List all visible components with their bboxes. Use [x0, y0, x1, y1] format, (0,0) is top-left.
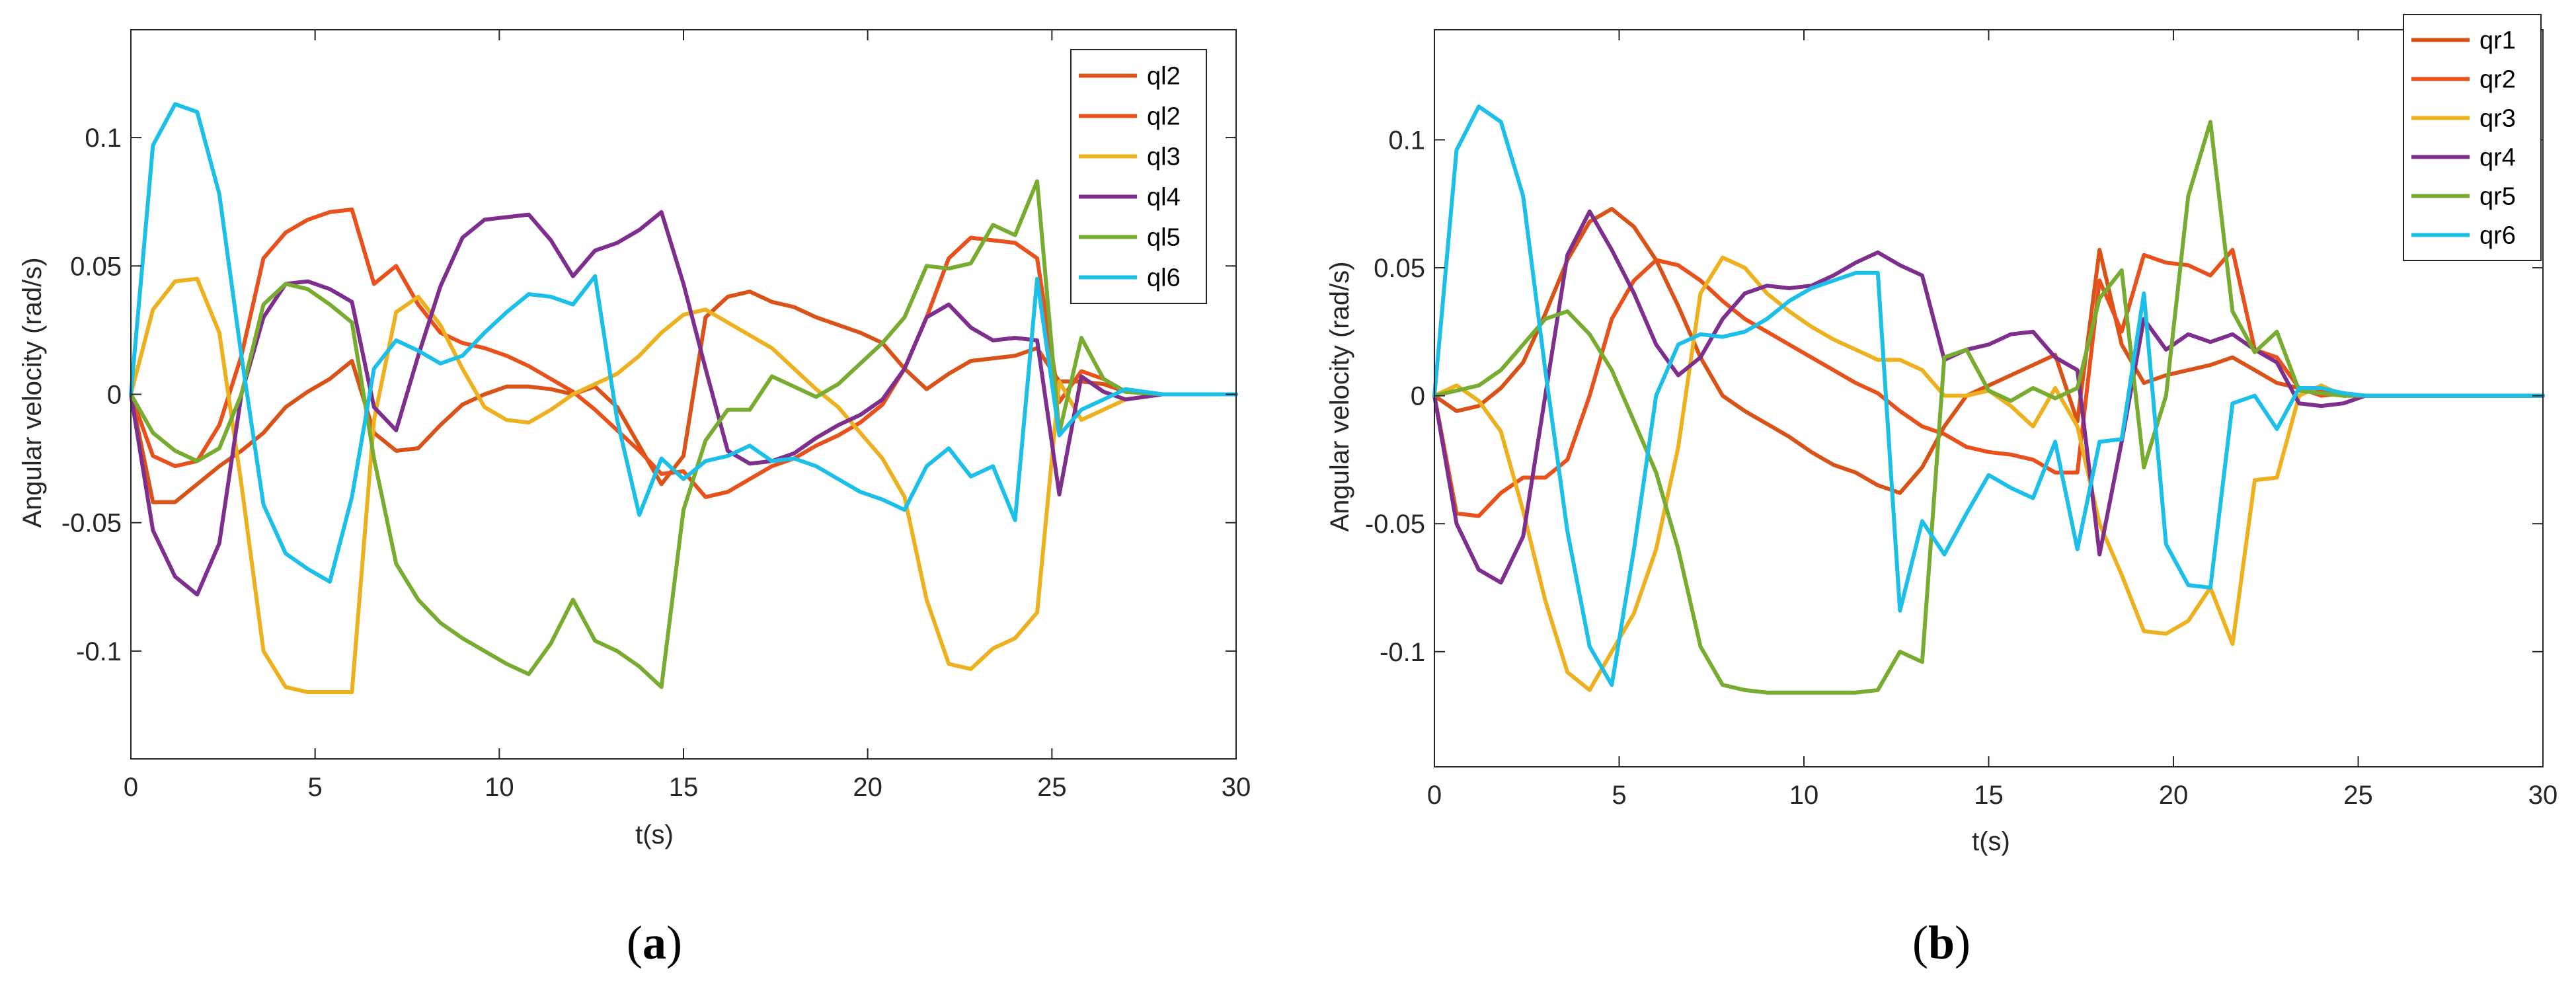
panel-a-legend-label-0: ql2 [1147, 63, 1181, 91]
panel-b-series-line-qr4-3 [1432, 209, 2545, 585]
panel-a-caption: (a) [627, 916, 682, 969]
panel-b-legend-box [2403, 14, 2542, 261]
panel-b-plot-background [1434, 30, 2543, 767]
panel-b-y-tick-label-4: 0.1 [1388, 126, 1425, 155]
panel-a-axes: 0 5 10 15 20 25 30 -0.1 -0.05 0 0.05 0.1 [61, 29, 1251, 802]
panel-a-x-tick-label-20: 20 [853, 773, 882, 802]
panel-a-y-tick-label-1: -0.05 [61, 509, 122, 538]
panel-b-y-axis-title: Angular velocity (rad/s) [1325, 261, 1354, 531]
panel-a-x-tick-label-5: 5 [308, 773, 323, 802]
panel-a-caption-letter: a [643, 916, 666, 969]
panel-a-legend-label-5: ql6 [1147, 264, 1181, 292]
panel-a-legend: ql2 ql2 ql3 ql4 ql5 ql6 [1070, 49, 1207, 304]
panel-b-legend-label-4: qr5 [2479, 183, 2516, 211]
panel-b-x-axis-title: t(s) [1972, 827, 2010, 856]
panel-b-series-line-qr3-2 [1432, 255, 2545, 692]
panel-a-legend-label-4: ql5 [1147, 224, 1181, 252]
panel-a-y-tick-label-0: -0.1 [76, 637, 122, 666]
panel-a-y-axis-title: Angular velocity (rad/s) [18, 257, 47, 528]
panel-a-series-line-ql3-2 [129, 276, 1238, 694]
panel-a-series-line-ql4-3 [129, 210, 1238, 597]
panel-a-y-tick-label-4: 0.1 [85, 124, 122, 153]
panel-a-y-tick-label-2: 0 [107, 381, 122, 410]
panel-a-series-line-ql6-5 [129, 102, 1238, 584]
panel-b-legend: qr1 qr2 qr3 qr4 qr5 qr6 [2403, 14, 2542, 261]
panel-b-axes: 0 5 10 15 20 25 30 -0.1 -0.05 0 0.05 0.1 [1365, 29, 2558, 810]
panel-b-x-tick-label-20: 20 [2159, 781, 2189, 810]
panel-b-legend-label-2: qr3 [2479, 105, 2516, 133]
panel-b-series-line-qr2-1 [1432, 248, 2545, 518]
panel-b-y-tick-label-0: -0.1 [1380, 638, 1425, 667]
panel-b-legend-label-1: qr2 [2479, 66, 2516, 94]
panel-b-legend-label-0: qr1 [2479, 27, 2516, 55]
panel-a-legend-label-1: ql2 [1147, 103, 1181, 131]
panel-a: 0 5 10 15 20 25 30 -0.1 -0.05 0 0.05 0.1 t(s) Angul… [18, 29, 1251, 969]
panel-b-x-tick-label-0: 0 [1427, 781, 1442, 810]
panel-b-y-tick-label-2: 0 [1411, 382, 1425, 411]
panel-b-x-tick-label-15: 15 [1974, 781, 2004, 810]
panel-b-y-tick-label-3: 0.05 [1374, 254, 1425, 283]
panel-a-x-tick-label-10: 10 [485, 773, 514, 802]
panel-b-legend-label-3: qr4 [2479, 144, 2516, 172]
panel-a-legend-label-3: ql4 [1147, 184, 1181, 212]
panel-b-legend-label-5: qr6 [2479, 222, 2516, 250]
panel-b: 0 5 10 15 20 25 30 -0.1 -0.05 0 0.05 0.1 t(s) Angul… [1325, 14, 2558, 969]
panel-b-caption: (b) [1912, 916, 1971, 969]
panel-a-series-line-ql5-4 [129, 179, 1238, 689]
panel-b-series-line-qr6-5 [1432, 104, 2545, 687]
panel-a-x-tick-label-15: 15 [669, 773, 699, 802]
panel-b-x-tick-label-30: 30 [2528, 781, 2558, 810]
panel-a-x-tick-label-30: 30 [1222, 773, 1251, 802]
panel-a-x-axis-title: t(s) [635, 820, 674, 849]
panel-b-y-tick-label-1: -0.05 [1365, 510, 1425, 539]
panel-a-x-tick-label-25: 25 [1037, 773, 1067, 802]
panel-b-series-line-qr5-4 [1432, 120, 2545, 695]
panel-a-y-tick-label-3: 0.05 [70, 252, 122, 281]
panel-b-x-tick-label-5: 5 [1612, 781, 1626, 810]
panel-a-legend-box [1070, 49, 1207, 304]
panel-b-x-tick-label-25: 25 [2343, 781, 2373, 810]
panel-a-x-tick-label-0: 0 [124, 773, 138, 802]
panel-b-series [1432, 104, 2545, 695]
panel-a-series-line-ql2-1 [129, 207, 1238, 499]
panel-a-legend-label-2: ql3 [1147, 143, 1181, 171]
panel-a-series [129, 102, 1238, 694]
panel-b-x-tick-label-10: 10 [1789, 781, 1819, 810]
panel-b-caption-letter: b [1928, 916, 1955, 969]
panel-b-plot-area [1434, 30, 2543, 767]
